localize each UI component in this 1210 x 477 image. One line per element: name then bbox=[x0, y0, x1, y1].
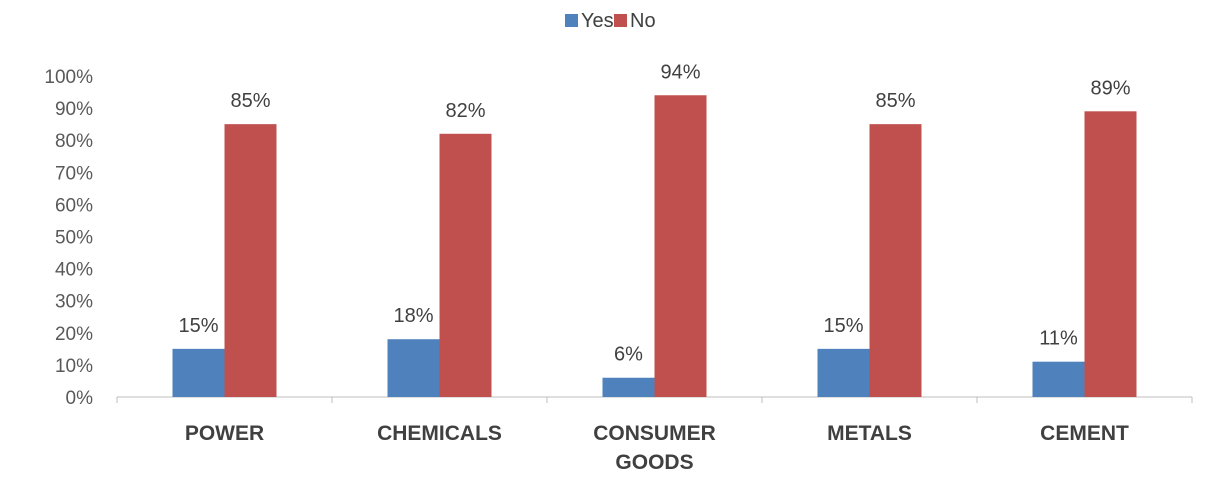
data-label: 89% bbox=[1090, 77, 1130, 99]
y-tick-label: 10% bbox=[55, 356, 93, 377]
bar-yes bbox=[602, 377, 655, 397]
bar-no bbox=[439, 133, 492, 397]
y-tick-label: 0% bbox=[66, 388, 94, 409]
bar-no bbox=[224, 124, 277, 398]
bar-yes bbox=[387, 339, 440, 397]
y-tick-label: 60% bbox=[55, 195, 93, 216]
category-label: CEMENT bbox=[1040, 422, 1129, 445]
legend-label-no: No bbox=[630, 10, 656, 32]
data-label: 94% bbox=[660, 61, 700, 83]
y-tick-label: 30% bbox=[55, 292, 93, 313]
data-label: 18% bbox=[393, 305, 433, 327]
category-label: METALS bbox=[827, 422, 912, 445]
category-label: POWER bbox=[185, 422, 264, 445]
y-tick-label: 90% bbox=[55, 99, 93, 120]
category-label: CHEMICALS bbox=[377, 422, 502, 445]
data-label: 6% bbox=[614, 344, 643, 366]
legend-swatch-no bbox=[614, 14, 627, 27]
data-label: 15% bbox=[178, 315, 218, 337]
bar-no bbox=[869, 124, 922, 398]
bar-no bbox=[1084, 111, 1137, 397]
y-tick-label: 80% bbox=[55, 131, 93, 152]
legend-label-yes: Yes bbox=[581, 10, 614, 32]
category-label: CONSUMER bbox=[593, 422, 716, 445]
data-label: 85% bbox=[875, 90, 915, 112]
data-label: 82% bbox=[445, 100, 485, 122]
bar-no bbox=[654, 95, 707, 397]
y-tick-label: 70% bbox=[55, 163, 93, 184]
data-label: 85% bbox=[230, 90, 270, 112]
y-tick-label: 100% bbox=[44, 67, 93, 88]
y-tick-label: 20% bbox=[55, 324, 93, 345]
bar-yes bbox=[1032, 361, 1085, 397]
category-label: GOODS bbox=[615, 451, 693, 474]
data-label: 11% bbox=[1039, 328, 1078, 350]
y-tick-label: 40% bbox=[55, 260, 93, 281]
bar-yes bbox=[172, 348, 225, 397]
y-tick-label: 50% bbox=[55, 228, 93, 249]
data-label: 15% bbox=[823, 315, 863, 337]
bar-yes bbox=[817, 348, 870, 397]
legend-swatch-yes bbox=[565, 14, 578, 27]
